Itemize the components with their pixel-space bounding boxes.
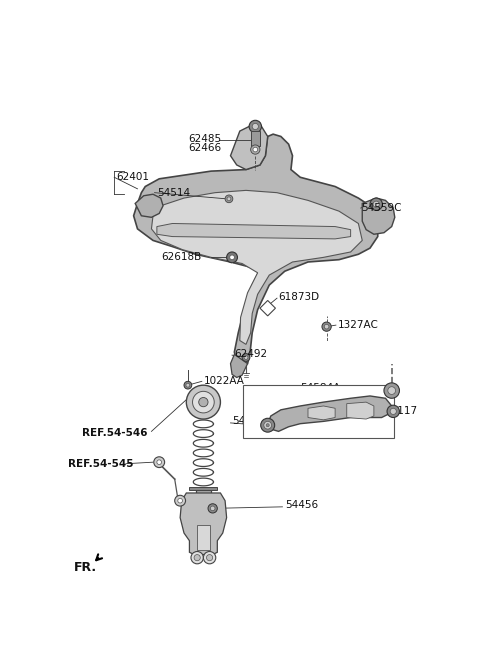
Bar <box>196 490 211 527</box>
Circle shape <box>186 383 190 387</box>
Circle shape <box>387 405 399 417</box>
Circle shape <box>154 457 165 468</box>
Circle shape <box>373 201 379 207</box>
Circle shape <box>210 506 215 510</box>
Circle shape <box>242 354 250 361</box>
Circle shape <box>370 198 383 211</box>
Text: 54551D: 54551D <box>232 416 273 426</box>
Circle shape <box>388 387 396 394</box>
Circle shape <box>322 322 331 331</box>
Circle shape <box>208 504 217 513</box>
Polygon shape <box>268 396 392 432</box>
Bar <box>197 525 210 550</box>
Circle shape <box>324 324 329 329</box>
Text: 62466: 62466 <box>188 143 221 153</box>
Circle shape <box>184 381 192 389</box>
Polygon shape <box>135 194 163 217</box>
Circle shape <box>249 120 262 133</box>
Polygon shape <box>152 190 362 344</box>
Circle shape <box>251 145 260 154</box>
Circle shape <box>266 424 269 427</box>
Polygon shape <box>347 402 374 419</box>
Circle shape <box>194 554 200 561</box>
Circle shape <box>227 252 238 263</box>
Text: 54514: 54514 <box>157 188 190 197</box>
Bar <box>251 131 260 146</box>
Text: 54500: 54500 <box>255 393 288 403</box>
Circle shape <box>186 385 220 419</box>
Circle shape <box>253 147 258 152</box>
Polygon shape <box>308 406 335 420</box>
Text: 54501A: 54501A <box>255 403 295 413</box>
Text: 54559C: 54559C <box>360 203 401 213</box>
Text: 55117: 55117 <box>384 406 417 417</box>
Circle shape <box>178 499 182 503</box>
Circle shape <box>252 123 258 129</box>
Circle shape <box>191 552 204 564</box>
Circle shape <box>175 495 186 506</box>
Text: 62618B: 62618B <box>161 253 201 262</box>
Bar <box>243 385 394 438</box>
Circle shape <box>192 392 214 413</box>
Polygon shape <box>362 198 395 234</box>
Text: REF.54-545: REF.54-545 <box>68 459 133 469</box>
Bar <box>190 487 217 490</box>
Polygon shape <box>133 134 378 365</box>
Circle shape <box>225 195 233 203</box>
Text: 1327AC: 1327AC <box>337 320 378 330</box>
Polygon shape <box>230 354 248 377</box>
Circle shape <box>157 460 162 464</box>
Text: 62492: 62492 <box>234 350 267 359</box>
Circle shape <box>227 197 231 201</box>
Circle shape <box>199 398 208 407</box>
Circle shape <box>390 408 396 415</box>
Circle shape <box>230 255 234 260</box>
Text: 62485: 62485 <box>188 134 221 144</box>
Text: FR.: FR. <box>74 561 97 574</box>
Circle shape <box>384 383 399 398</box>
Text: 61873D: 61873D <box>278 293 320 302</box>
Circle shape <box>206 554 213 561</box>
Polygon shape <box>230 125 268 170</box>
Polygon shape <box>260 300 276 316</box>
Circle shape <box>261 419 275 432</box>
Polygon shape <box>157 224 350 239</box>
Text: REF.54-546: REF.54-546 <box>82 428 147 438</box>
Text: 54456: 54456 <box>285 501 318 510</box>
Circle shape <box>244 356 248 359</box>
Circle shape <box>264 421 272 429</box>
Text: 1022AA: 1022AA <box>204 377 244 386</box>
Circle shape <box>204 552 216 564</box>
Text: 62401: 62401 <box>116 173 149 182</box>
Text: 54584A: 54584A <box>300 383 340 393</box>
Polygon shape <box>180 493 227 554</box>
